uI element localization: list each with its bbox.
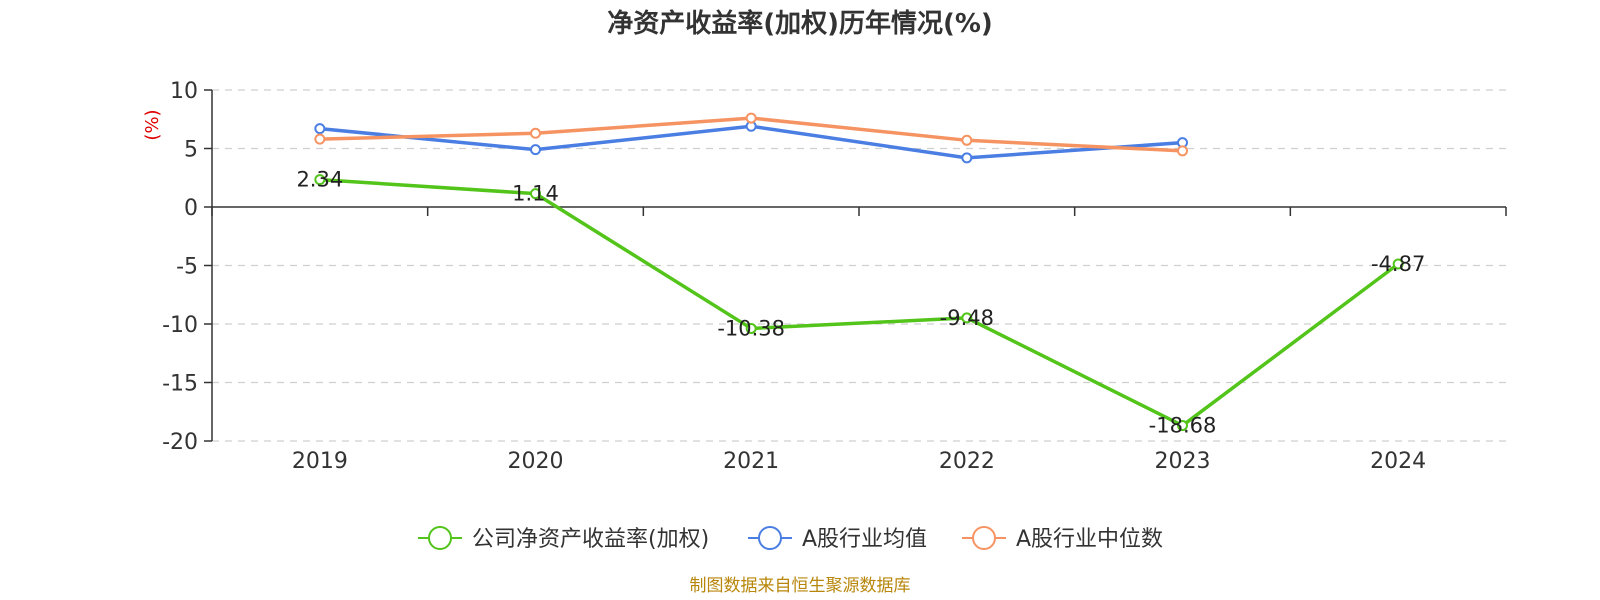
y-tick-label: -15 <box>162 372 198 397</box>
y-tick-label: 10 <box>170 79 198 104</box>
data-label-layer: 2.34 1.14 -10.38 -9.48 -18.68 -4.87 <box>296 168 1425 438</box>
data-point[interactable] <box>1177 145 1188 157</box>
legend-marker <box>972 526 996 550</box>
data-point[interactable] <box>1392 258 1404 270</box>
data-point[interactable] <box>314 133 326 145</box>
data-point[interactable] <box>314 123 326 135</box>
x-tick-label: 2023 <box>1155 449 1211 474</box>
x-tick-label: 2019 <box>292 449 348 474</box>
data-point[interactable] <box>745 322 757 334</box>
data-label: -9.48 <box>940 306 994 330</box>
y-tick-label: 0 <box>184 196 198 221</box>
series-layer <box>314 112 1404 432</box>
legend-marker <box>758 526 782 550</box>
y-tick-label: -20 <box>162 430 198 455</box>
series-line <box>319 177 1400 428</box>
data-point[interactable] <box>961 134 973 146</box>
data-label: -4.87 <box>1371 252 1425 276</box>
legend-item[interactable]: A股行业均值 <box>748 526 927 552</box>
x-tick-label: 2021 <box>723 449 779 474</box>
y-tick-label: -10 <box>162 313 198 338</box>
source-note: 制图数据来自恒生聚源数据库 <box>690 576 911 596</box>
data-point[interactable] <box>530 144 541 156</box>
legend[interactable]: 公司净资产收益率(加权) A股行业均值 A股行业中位数 <box>418 526 1163 552</box>
legend-marker <box>428 526 452 550</box>
x-tick-label: 2022 <box>939 449 995 474</box>
legend-label: A股行业均值 <box>802 527 927 552</box>
legend-item[interactable]: 公司净资产收益率(加权) <box>418 526 709 552</box>
data-point[interactable] <box>1177 420 1188 432</box>
y-tick-label: 5 <box>184 138 198 163</box>
x-tick-label: 2020 <box>508 449 564 474</box>
data-label: 2.34 <box>296 168 343 192</box>
x-tick-label: 2024 <box>1370 449 1426 474</box>
axis-layer: 10 5 0 -5 -10 -15 -20 2019 2020 2021 2022 2023 2024 <box>162 79 1507 474</box>
data-label: -18.68 <box>1149 414 1217 438</box>
legend-label: 公司净资产收益率(加权) <box>472 527 709 552</box>
legend-item[interactable]: A股行业中位数 <box>962 526 1163 552</box>
y-axis-unit-label: (%) <box>142 109 163 140</box>
data-point[interactable] <box>961 312 973 324</box>
y-tick-label: -5 <box>176 255 198 280</box>
legend-label: A股行业中位数 <box>1016 527 1163 552</box>
data-point[interactable] <box>745 112 757 124</box>
data-point[interactable] <box>530 188 541 200</box>
data-point[interactable] <box>961 152 973 164</box>
data-point[interactable] <box>530 127 541 139</box>
chart-title: 净资产收益率(加权)历年情况(%) <box>607 8 993 39</box>
data-point[interactable] <box>314 174 326 186</box>
data-label: -10.38 <box>717 316 785 340</box>
data-label: 1.14 <box>512 182 559 206</box>
